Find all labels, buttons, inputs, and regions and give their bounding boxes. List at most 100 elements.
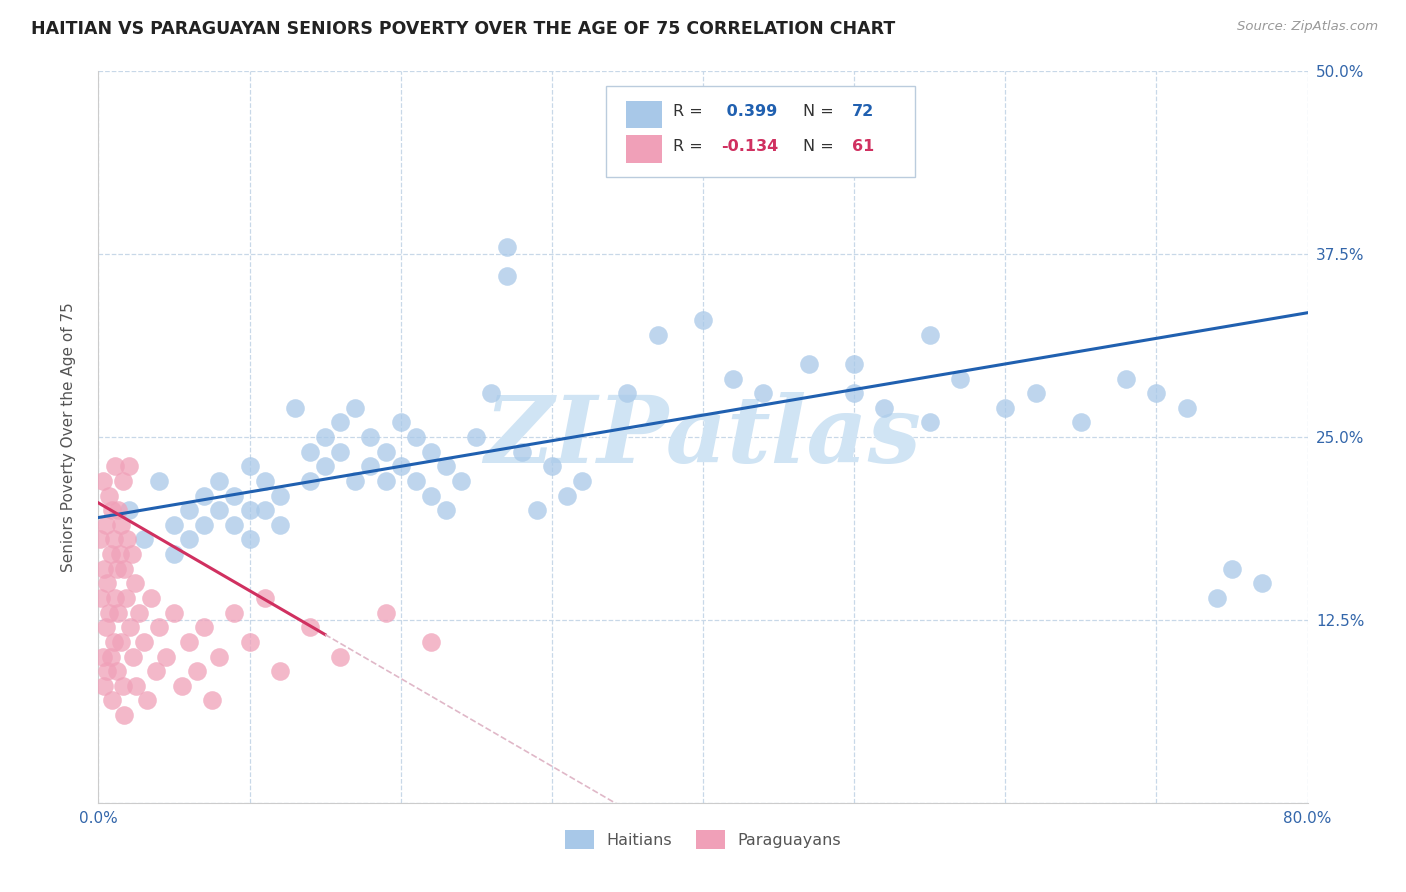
Point <box>145 664 167 678</box>
Point <box>647 327 669 342</box>
Point <box>844 386 866 401</box>
Point <box>374 474 396 488</box>
Point <box>179 635 201 649</box>
Point <box>253 474 276 488</box>
Point <box>299 444 322 458</box>
Point <box>434 503 457 517</box>
Point <box>124 576 146 591</box>
Point <box>163 547 186 561</box>
Point <box>797 357 820 371</box>
Point <box>526 503 548 517</box>
Point <box>105 664 128 678</box>
Point <box>98 606 121 620</box>
Text: 0.399: 0.399 <box>721 103 778 119</box>
Point <box>1024 386 1046 401</box>
Point <box>1206 591 1229 605</box>
Point <box>193 620 215 634</box>
Point <box>420 635 443 649</box>
Point <box>299 474 322 488</box>
Point <box>96 664 118 678</box>
Point <box>1251 576 1274 591</box>
FancyBboxPatch shape <box>626 101 662 128</box>
Point <box>148 620 170 634</box>
Point <box>555 489 578 503</box>
Point <box>374 444 396 458</box>
Point <box>135 693 157 707</box>
Point <box>844 357 866 371</box>
Point <box>269 517 291 532</box>
Point <box>284 401 307 415</box>
Point <box>110 635 132 649</box>
Point <box>239 533 262 547</box>
Point <box>495 269 517 284</box>
Point <box>540 459 562 474</box>
Point <box>1175 401 1198 415</box>
Point <box>112 708 135 723</box>
Point <box>405 474 427 488</box>
Point <box>107 606 129 620</box>
Point <box>125 679 148 693</box>
Point <box>239 635 262 649</box>
Point <box>104 591 127 605</box>
Point <box>193 517 215 532</box>
Point <box>329 416 352 430</box>
Point <box>420 444 443 458</box>
Text: R =: R = <box>672 103 707 119</box>
Point <box>107 503 129 517</box>
Point <box>148 474 170 488</box>
Point <box>208 649 231 664</box>
Point <box>481 386 503 401</box>
Point <box>495 240 517 254</box>
Point <box>360 459 382 474</box>
Point <box>115 533 138 547</box>
Point <box>114 591 136 605</box>
Point <box>299 620 322 634</box>
Point <box>510 444 533 458</box>
Point <box>1144 386 1167 401</box>
Point <box>571 474 593 488</box>
Point <box>224 517 246 532</box>
Point <box>269 489 291 503</box>
Point <box>111 679 134 693</box>
Point <box>94 517 117 532</box>
Point <box>329 444 352 458</box>
Point <box>239 459 262 474</box>
Point <box>132 635 155 649</box>
Point <box>121 547 143 561</box>
Point <box>253 591 276 605</box>
Point <box>101 503 124 517</box>
Point <box>100 649 122 664</box>
Point <box>118 459 141 474</box>
Text: HAITIAN VS PARAGUAYAN SENIORS POVERTY OVER THE AGE OF 75 CORRELATION CHART: HAITIAN VS PARAGUAYAN SENIORS POVERTY OV… <box>31 20 896 37</box>
Point <box>616 386 638 401</box>
Point <box>314 430 336 444</box>
Point <box>112 562 135 576</box>
Point <box>179 533 201 547</box>
Point <box>100 547 122 561</box>
Point <box>155 649 177 664</box>
Point <box>108 547 131 561</box>
Point <box>170 679 193 693</box>
Point <box>93 679 115 693</box>
Point <box>994 401 1017 415</box>
Y-axis label: Seniors Poverty Over the Age of 75: Seniors Poverty Over the Age of 75 <box>62 302 76 572</box>
Point <box>111 474 134 488</box>
Point <box>122 649 145 664</box>
Point <box>1220 562 1243 576</box>
Point <box>128 606 150 620</box>
Point <box>101 693 124 707</box>
Point <box>873 401 896 415</box>
Text: 61: 61 <box>852 138 875 153</box>
Text: 72: 72 <box>852 103 875 119</box>
Point <box>132 533 155 547</box>
Point <box>110 517 132 532</box>
Point <box>120 620 142 634</box>
Point <box>163 606 186 620</box>
Point <box>465 430 488 444</box>
FancyBboxPatch shape <box>626 135 662 163</box>
Point <box>389 459 412 474</box>
Point <box>93 562 115 576</box>
Point <box>94 620 117 634</box>
Point <box>91 474 114 488</box>
Point <box>434 459 457 474</box>
